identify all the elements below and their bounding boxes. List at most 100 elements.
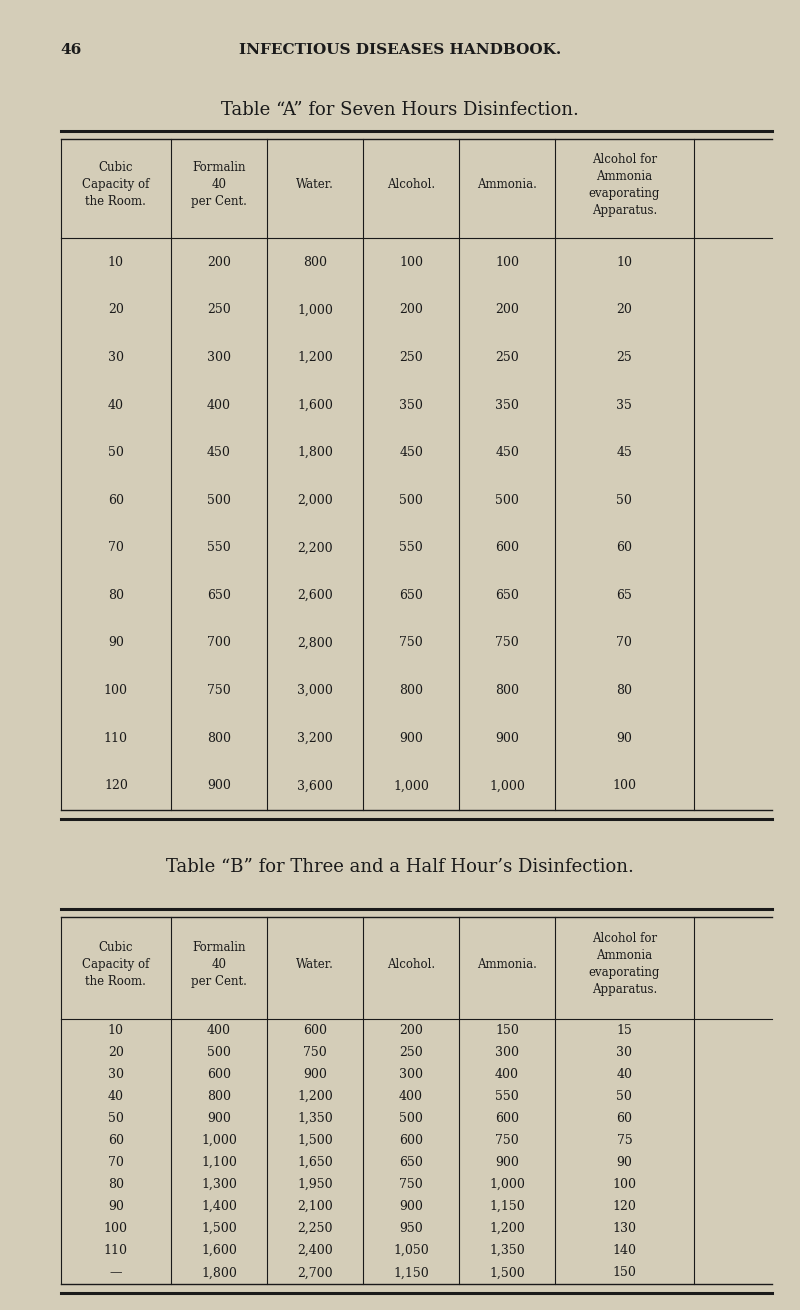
Text: 2,800: 2,800	[297, 637, 333, 650]
Text: 900: 900	[495, 1155, 519, 1169]
Text: Ammonia.: Ammonia.	[477, 958, 537, 971]
Text: 950: 950	[399, 1222, 423, 1235]
Text: Cubic
Capacity of
the Room.: Cubic Capacity of the Room.	[82, 941, 150, 988]
Text: 250: 250	[399, 1045, 423, 1058]
Text: 800: 800	[207, 1090, 231, 1103]
Text: Table “A” for Seven Hours Disinfection.: Table “A” for Seven Hours Disinfection.	[221, 101, 579, 119]
Text: 25: 25	[617, 351, 632, 364]
Text: 140: 140	[613, 1244, 637, 1258]
Text: 400: 400	[207, 1023, 231, 1036]
Text: 130: 130	[613, 1222, 637, 1235]
Text: 200: 200	[495, 304, 519, 316]
Text: 100: 100	[613, 1178, 637, 1191]
Text: Water.: Water.	[296, 958, 334, 971]
Text: 1,800: 1,800	[201, 1267, 237, 1280]
Text: Alcohol.: Alcohol.	[387, 958, 435, 971]
Text: Alcohol for
Ammonia
evaporating
Apparatus.: Alcohol for Ammonia evaporating Apparatu…	[589, 933, 660, 996]
Text: 1,000: 1,000	[393, 779, 429, 793]
Text: 40: 40	[617, 1068, 633, 1081]
Text: 350: 350	[495, 398, 519, 411]
Text: 250: 250	[207, 304, 231, 316]
Text: 250: 250	[495, 351, 519, 364]
Text: 60: 60	[617, 1112, 633, 1125]
Text: 250: 250	[399, 351, 423, 364]
Text: 60: 60	[108, 494, 124, 507]
Text: 200: 200	[399, 304, 423, 316]
Text: 750: 750	[495, 1134, 519, 1148]
Text: 800: 800	[495, 684, 519, 697]
Text: 600: 600	[207, 1068, 231, 1081]
Text: 10: 10	[108, 255, 124, 269]
Text: 600: 600	[399, 1134, 423, 1148]
Text: 60: 60	[108, 1134, 124, 1148]
Text: 550: 550	[495, 1090, 519, 1103]
Text: Ammonia.: Ammonia.	[477, 178, 537, 191]
Text: 1,600: 1,600	[201, 1244, 237, 1258]
Text: 90: 90	[617, 732, 632, 744]
Text: 120: 120	[104, 779, 128, 793]
Text: 90: 90	[108, 1200, 124, 1213]
Text: 1,650: 1,650	[297, 1155, 333, 1169]
Text: Formalin
40
per Cent.: Formalin 40 per Cent.	[191, 161, 247, 208]
Text: 100: 100	[613, 779, 637, 793]
Text: 1,350: 1,350	[490, 1244, 525, 1258]
Text: 120: 120	[613, 1200, 636, 1213]
Text: 800: 800	[399, 684, 423, 697]
Text: 500: 500	[207, 494, 231, 507]
Text: 750: 750	[399, 637, 423, 650]
Text: 100: 100	[495, 255, 519, 269]
Text: 300: 300	[207, 351, 231, 364]
Text: 750: 750	[399, 1178, 423, 1191]
Text: 750: 750	[207, 684, 231, 697]
Text: 20: 20	[617, 304, 632, 316]
Text: 90: 90	[108, 637, 124, 650]
Text: 900: 900	[495, 732, 519, 744]
Text: 900: 900	[303, 1068, 327, 1081]
Text: 1,100: 1,100	[201, 1155, 237, 1169]
Text: 500: 500	[399, 494, 423, 507]
Text: 70: 70	[617, 637, 632, 650]
Text: 3,600: 3,600	[297, 779, 333, 793]
Text: 80: 80	[617, 684, 633, 697]
Text: 60: 60	[617, 541, 633, 554]
Text: 1,350: 1,350	[297, 1112, 333, 1125]
Text: 350: 350	[399, 398, 423, 411]
Text: 2,200: 2,200	[298, 541, 333, 554]
Text: 40: 40	[108, 1090, 124, 1103]
Text: 150: 150	[495, 1023, 519, 1036]
Text: 450: 450	[399, 447, 423, 458]
Text: 300: 300	[399, 1068, 423, 1081]
Text: 800: 800	[207, 732, 231, 744]
Text: 200: 200	[399, 1023, 423, 1036]
Text: 650: 650	[399, 1155, 423, 1169]
Text: 700: 700	[207, 637, 231, 650]
Text: Cubic
Capacity of
the Room.: Cubic Capacity of the Room.	[82, 161, 150, 208]
Text: 1,500: 1,500	[201, 1222, 237, 1235]
Text: 3,000: 3,000	[297, 684, 333, 697]
Text: 110: 110	[104, 732, 128, 744]
Text: 2,100: 2,100	[297, 1200, 333, 1213]
Text: 800: 800	[303, 255, 327, 269]
Text: 70: 70	[108, 1155, 124, 1169]
Text: 90: 90	[617, 1155, 632, 1169]
Text: 46: 46	[60, 43, 82, 56]
Text: 15: 15	[617, 1023, 632, 1036]
Text: 500: 500	[399, 1112, 423, 1125]
Text: Formalin
40
per Cent.: Formalin 40 per Cent.	[191, 941, 247, 988]
Text: 80: 80	[108, 1178, 124, 1191]
Text: 1,200: 1,200	[490, 1222, 525, 1235]
Text: 65: 65	[617, 590, 632, 601]
Text: 35: 35	[617, 398, 632, 411]
Text: 450: 450	[495, 447, 519, 458]
Text: 1,300: 1,300	[201, 1178, 237, 1191]
Text: 200: 200	[207, 255, 231, 269]
Text: 100: 100	[104, 684, 128, 697]
Text: 400: 400	[495, 1068, 519, 1081]
Text: 30: 30	[108, 351, 124, 364]
Text: Water.: Water.	[296, 178, 334, 191]
Text: 20: 20	[108, 304, 124, 316]
Text: 2,400: 2,400	[297, 1244, 333, 1258]
Text: 40: 40	[108, 398, 124, 411]
Text: 45: 45	[617, 447, 632, 458]
Text: 2,700: 2,700	[298, 1267, 333, 1280]
